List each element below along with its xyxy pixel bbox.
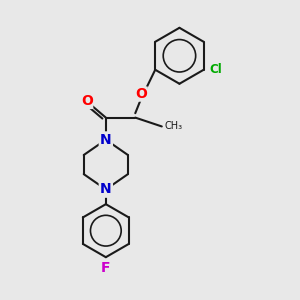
- Text: O: O: [135, 87, 147, 101]
- Text: N: N: [100, 182, 112, 197]
- Text: N: N: [100, 133, 112, 147]
- Text: Cl: Cl: [209, 63, 222, 76]
- Text: O: O: [81, 94, 93, 108]
- Text: F: F: [101, 261, 111, 275]
- Text: CH₃: CH₃: [164, 122, 182, 131]
